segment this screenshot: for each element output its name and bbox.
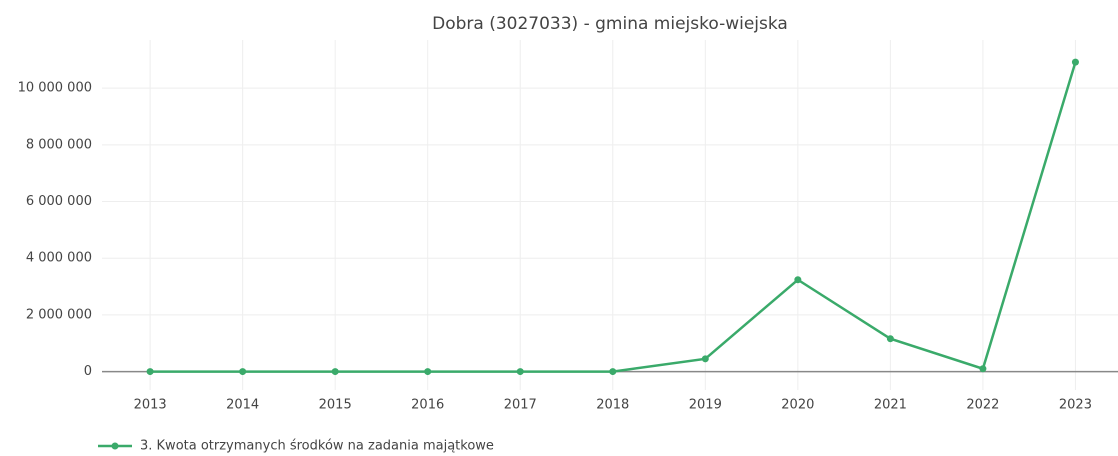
data-point — [794, 276, 802, 284]
y-tick-label: 0 — [84, 364, 92, 379]
x-tick-label: 2021 — [874, 398, 907, 413]
data-point — [516, 368, 524, 376]
x-tick-label: 2016 — [411, 398, 444, 413]
x-tick-label: 2019 — [689, 398, 722, 413]
y-tick-label: 6 000 000 — [26, 194, 92, 209]
x-tick-label: 2015 — [319, 398, 352, 413]
data-point — [331, 368, 339, 376]
y-tick-label: 8 000 000 — [26, 137, 92, 152]
data-point — [1071, 58, 1079, 66]
y-tick-label: 2 000 000 — [26, 307, 92, 322]
x-tick-label: 2022 — [966, 398, 999, 413]
legend-label: 3. Kwota otrzymanych środków na zadania … — [140, 439, 494, 454]
data-point — [609, 368, 617, 376]
x-tick-label: 2014 — [226, 398, 259, 413]
x-tick-label: 2020 — [781, 398, 814, 413]
data-point — [886, 335, 894, 343]
legend-marker — [111, 442, 119, 450]
data-point — [979, 365, 987, 373]
x-tick-label: 2017 — [504, 398, 537, 413]
x-tick-label: 2013 — [134, 398, 167, 413]
y-tick-label: 4 000 000 — [26, 251, 92, 266]
data-point — [701, 355, 709, 363]
data-point — [424, 368, 432, 376]
x-tick-label: 2023 — [1059, 398, 1092, 413]
data-point — [146, 368, 154, 376]
chart-title: Dobra (3027033) - gmina miejsko-wiejska — [432, 14, 788, 34]
y-tick-label: 10 000 000 — [18, 81, 92, 96]
data-point — [239, 368, 247, 376]
x-tick-label: 2018 — [596, 398, 629, 413]
